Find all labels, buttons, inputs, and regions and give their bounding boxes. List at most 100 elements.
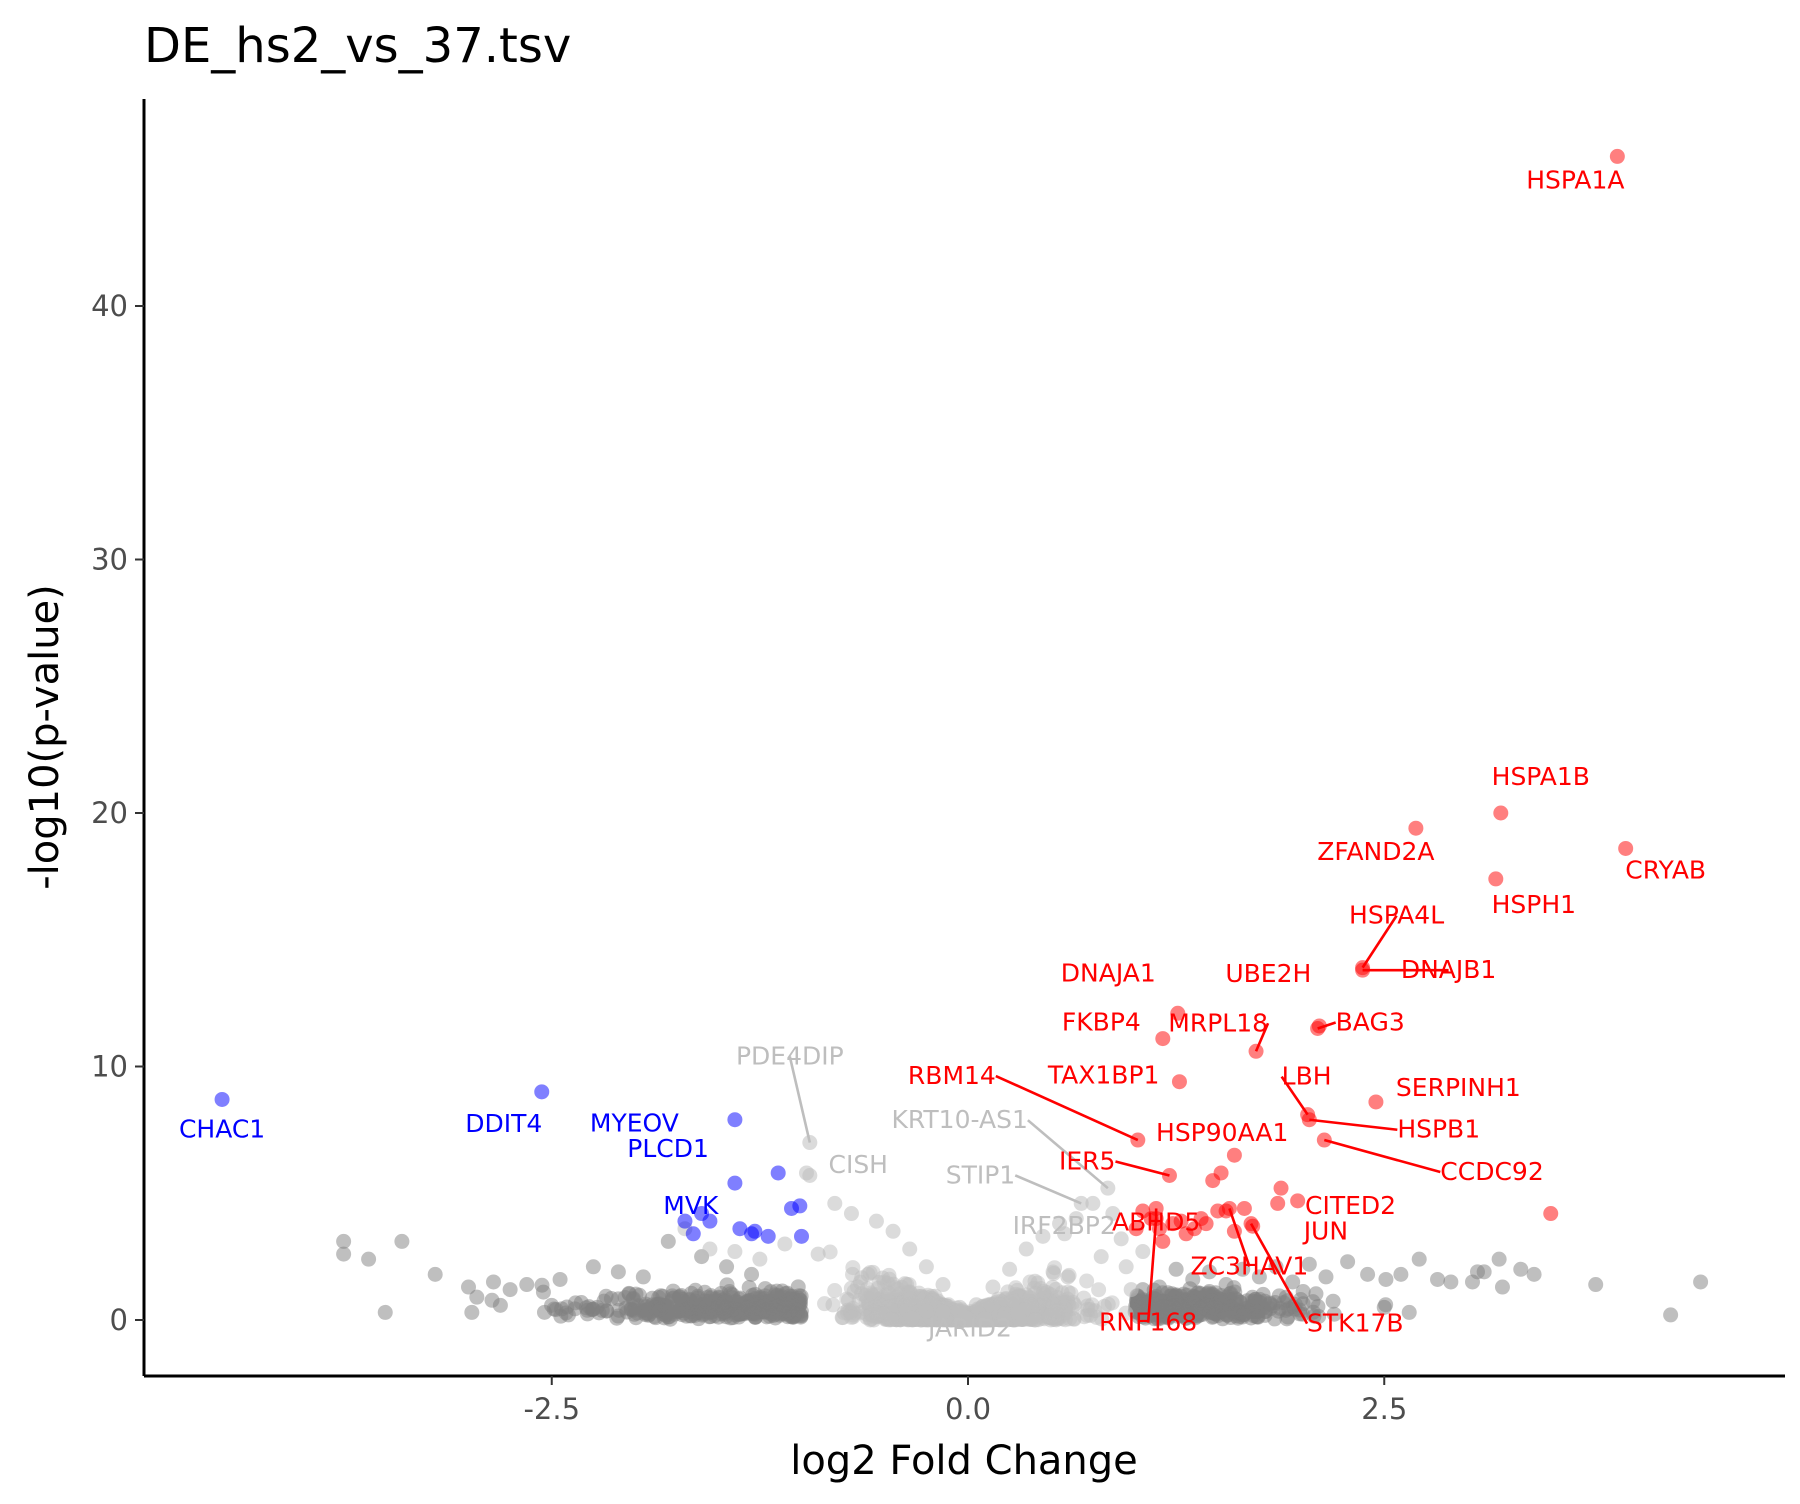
ns-point: [1430, 1271, 1446, 1287]
gene-label-ccdc92: CCDC92: [1440, 1157, 1543, 1186]
ns-point: [519, 1277, 535, 1293]
gene-label-dnajb1: DNAJB1: [1401, 955, 1496, 984]
ns-point: [843, 1206, 859, 1222]
ns-density-point: [730, 1294, 746, 1310]
up-point: [1205, 1173, 1221, 1189]
ns-density-point: [1054, 1285, 1070, 1301]
ns-density-point: [881, 1286, 897, 1302]
point-dnaja1: [1170, 1005, 1186, 1021]
ns-point: [361, 1251, 377, 1267]
gene-label-zfand2a: ZFAND2A: [1317, 837, 1434, 866]
ns-density-point: [673, 1288, 689, 1304]
ns-point: [1401, 1304, 1417, 1320]
ns-density-point: [1325, 1293, 1341, 1309]
up-point: [1178, 1226, 1194, 1242]
ns-point: [1201, 1264, 1217, 1280]
ns-point: [652, 1302, 668, 1318]
ns-point: [1526, 1266, 1542, 1282]
ns-density-point: [581, 1299, 597, 1315]
ns-point: [1285, 1274, 1301, 1290]
ns-density-point: [1005, 1293, 1021, 1309]
ns-point: [1376, 1299, 1392, 1315]
leader-line-hspa4l: [1361, 914, 1398, 969]
gene-label-cryab: CRYAB: [1625, 855, 1706, 884]
ns-point: [1085, 1195, 1101, 1211]
ns-density-point: [1239, 1293, 1255, 1309]
leader-line-bag3: [1317, 1021, 1337, 1030]
ns-point: [1018, 1241, 1034, 1257]
ns-point: [1513, 1261, 1529, 1277]
point-tax1bp1: [1171, 1074, 1187, 1090]
ns-point: [744, 1266, 760, 1282]
ns-density-point: [731, 1309, 747, 1325]
point-hspa1b: [1493, 805, 1509, 821]
ns-density-point: [625, 1291, 641, 1307]
leader-line-lbh: [1280, 1075, 1309, 1116]
down-point: [760, 1228, 776, 1244]
up-point: [1198, 1216, 1214, 1232]
ns-point: [1135, 1282, 1151, 1298]
ns-point: [1494, 1279, 1510, 1295]
gene-label-jun: JUN: [1302, 1216, 1348, 1245]
ns-point: [702, 1241, 718, 1257]
point-hspa1a: [1609, 148, 1625, 164]
leader-line-krt10-as1: [1027, 1119, 1109, 1190]
ns-density-point: [1091, 1282, 1107, 1298]
ns-density-point: [845, 1260, 861, 1276]
ns-point: [968, 1297, 984, 1313]
gene-label-tax1bp1: TAX1BP1: [1047, 1061, 1160, 1090]
leader-line-hspb1: [1309, 1118, 1398, 1132]
point-zfand2a: [1408, 820, 1424, 836]
ns-density-point: [866, 1312, 882, 1328]
ns-point: [336, 1246, 352, 1262]
gene-label-chac1: CHAC1: [179, 1114, 265, 1143]
ns-density-point: [1027, 1312, 1043, 1328]
leader-line-rbm14: [995, 1074, 1139, 1142]
ns-density-point: [1223, 1299, 1239, 1315]
ns-point: [1393, 1266, 1409, 1282]
ns-point: [427, 1266, 443, 1282]
ns-point: [1443, 1274, 1459, 1290]
ns-point: [1251, 1269, 1267, 1285]
point-chac1: [214, 1091, 230, 1107]
ns-density-point: [691, 1299, 707, 1315]
ns-point: [710, 1299, 726, 1315]
ns-point: [1068, 1211, 1084, 1227]
ns-density-point: [634, 1302, 650, 1318]
ns-density-point: [1326, 1306, 1342, 1322]
ns-density-point: [792, 1293, 808, 1309]
leader-line-zc3hav1: [1228, 1208, 1251, 1267]
gene-label-myeov: MYEOV: [590, 1109, 679, 1138]
ns-point: [1105, 1206, 1121, 1222]
ns-point: [868, 1213, 884, 1229]
down-point: [770, 1165, 786, 1181]
ns-point: [635, 1269, 651, 1285]
point-cryab: [1618, 840, 1634, 856]
gene-label-stk17b: STK17B: [1307, 1309, 1404, 1338]
ns-point: [860, 1266, 876, 1282]
ns-point: [610, 1264, 626, 1280]
ns-density-point: [1046, 1265, 1062, 1281]
ns-point: [485, 1274, 501, 1290]
ns-point: [1168, 1261, 1184, 1277]
ns-point: [1318, 1269, 1334, 1285]
point-myeov: [727, 1112, 743, 1128]
ns-point: [1301, 1256, 1317, 1272]
gene-label-dnaja1: DNAJA1: [1061, 958, 1156, 987]
ns-density-point: [1223, 1310, 1239, 1326]
ns-density-point: [883, 1312, 899, 1328]
gene-label-abhd5: ABHD5: [1112, 1207, 1200, 1236]
ns-density-point: [1205, 1300, 1221, 1316]
ns-point: [1378, 1271, 1394, 1287]
gene-label-hspa1a: HSPA1A: [1526, 165, 1624, 194]
ns-point: [719, 1259, 735, 1275]
point-serpinh1: [1368, 1094, 1384, 1110]
gene-label-hsp90aa1: HSP90AA1: [1156, 1118, 1288, 1147]
ns-point: [461, 1279, 476, 1295]
ns-point: [1002, 1261, 1018, 1277]
ns-density-point: [863, 1285, 879, 1301]
gene-labels: HSPA1A HSPA1B ZFAND2A CRYAB HSPH1 HSPA4L DNAJB…: [179, 165, 1706, 1342]
ns-density-point: [1188, 1304, 1204, 1320]
ns-point: [935, 1277, 951, 1293]
leader-line-rnf168: [1146, 1218, 1158, 1323]
